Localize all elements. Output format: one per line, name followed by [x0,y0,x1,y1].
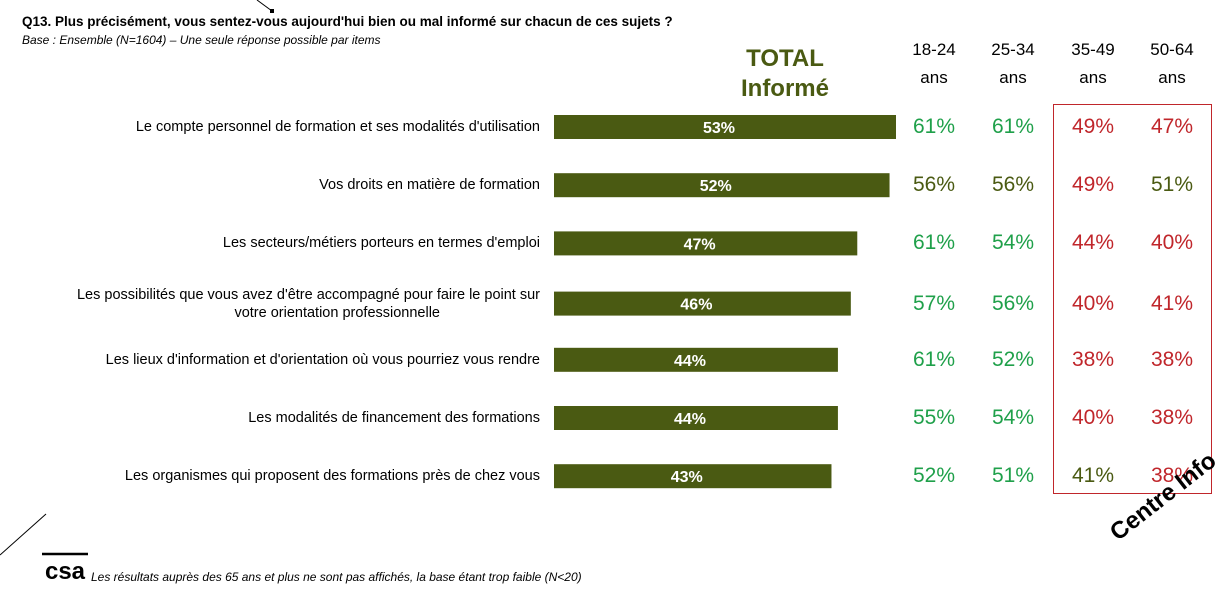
age-value-3-2: 49% [1071,173,1115,197]
age-header-range: 18-24 [912,40,956,59]
age-header-2: 25-34 ans [973,36,1053,92]
age-header-unit: ans [1158,68,1186,87]
age-value-4-1: 47% [1150,115,1194,138]
age-value-3-6: 40% [1071,406,1115,429]
age-value-3-7: 41% [1071,464,1115,488]
category-label-line: Les organismes qui proposent des formati… [124,468,540,485]
category-label-4: Les possibilités que vous avez d'être ac… [10,286,540,322]
total-title-line-1: TOTAL [746,45,824,72]
age-value-4-6: 38% [1150,406,1194,429]
age-value-2-6: 54% [991,406,1035,429]
age-header-unit: ans [1079,68,1107,87]
age-value-1-5: 61% [912,347,956,371]
category-label-line: Les possibilités que vous avez d'être ac… [76,286,540,303]
age-value-1-3: 61% [912,231,956,255]
total-title-line-2: Informé [740,75,829,102]
bar-2 [554,173,890,198]
bar-5 [554,347,838,372]
bar-value-label-3: 47% [684,236,716,253]
category-label-line: Vos droits en matière de formation [319,177,540,194]
bar-value-label-7: 43% [671,469,703,486]
category-label-line: Les secteurs/métiers porteurs en termes … [222,235,540,252]
age-value-2-2: 56% [991,173,1035,197]
age-value-2-5: 52% [991,347,1035,371]
age-value-4-3: 40% [1150,231,1194,255]
age-header-range: 35-49 [1071,40,1115,59]
age-value-4-2: 51% [1150,173,1194,197]
bar-value-label-6: 44% [674,411,706,428]
category-label-line: Les lieux d'information et d'orientation… [105,351,540,368]
age-value-2-1: 61% [991,115,1035,138]
age-value-3-3: 44% [1071,231,1115,255]
category-label-6: Les modalités de financement des formati… [10,409,540,427]
age-value-4-5: 38% [1150,347,1194,371]
category-label-7: Les organismes qui proposent des formati… [10,467,540,485]
highlight-box [1053,104,1212,494]
bar-value-label-5: 44% [674,353,706,370]
category-label-line: votre orientation professionnelle [234,304,440,321]
category-label-2: Vos droits en matière de formation [10,176,540,194]
age-value-2-3: 54% [991,231,1035,255]
category-label-line: Le compte personnel de formation et ses … [135,119,540,135]
age-value-4-4: 41% [1150,291,1194,315]
age-value-1-7: 52% [912,464,956,488]
question-base: Base : Ensemble (N=1604) – Une seule rép… [22,33,381,47]
age-value-2-7: 51% [991,464,1035,488]
age-value-1-2: 56% [912,173,956,197]
age-value-1-4: 57% [912,291,956,315]
age-header-1: 18-24 ans [894,36,974,92]
age-header-range: 25-34 [991,40,1035,59]
bar-value-label-4: 46% [680,297,712,314]
bar-4 [554,291,851,316]
csa-logo-text: csa [45,558,86,584]
age-value-1-1: 61% [912,115,956,138]
total-column-title: TOTAL Informé [710,44,860,104]
bar-value-label-2: 52% [700,178,732,195]
bar-7 [554,464,832,489]
age-header-3: 35-49 ans [1053,36,1133,92]
category-label-1: Le compte personnel de formation et ses … [10,118,540,136]
age-header-4: 50-64 ans [1132,36,1212,92]
question-title: Q13. Plus précisément, vous sentez-vous … [22,14,673,29]
category-label-3: Les secteurs/métiers porteurs en termes … [10,234,540,252]
age-header-range: 50-64 [1150,40,1194,59]
age-value-3-4: 40% [1071,291,1115,315]
bar-3 [554,231,858,256]
age-header-unit: ans [920,68,948,87]
age-value-4-7: 38% [1150,464,1194,488]
age-value-3-5: 38% [1071,347,1115,371]
csa-logo-icon: csa [42,552,88,584]
decorative-arrow [256,0,274,13]
age-value-1-6: 55% [912,406,956,429]
bar-6 [554,406,838,430]
bar-value-label-1: 53% [703,120,735,137]
decorative-line [0,513,47,556]
bar-1 [554,115,896,139]
category-label-line: Les modalités de financement des formati… [248,410,540,426]
age-value-2-4: 56% [991,291,1035,315]
age-header-unit: ans [999,68,1027,87]
footnote: Les résultats auprès des 65 ans et plus … [91,570,582,584]
category-label-5: Les lieux d'information et d'orientation… [10,351,540,369]
age-value-3-1: 49% [1071,115,1115,138]
